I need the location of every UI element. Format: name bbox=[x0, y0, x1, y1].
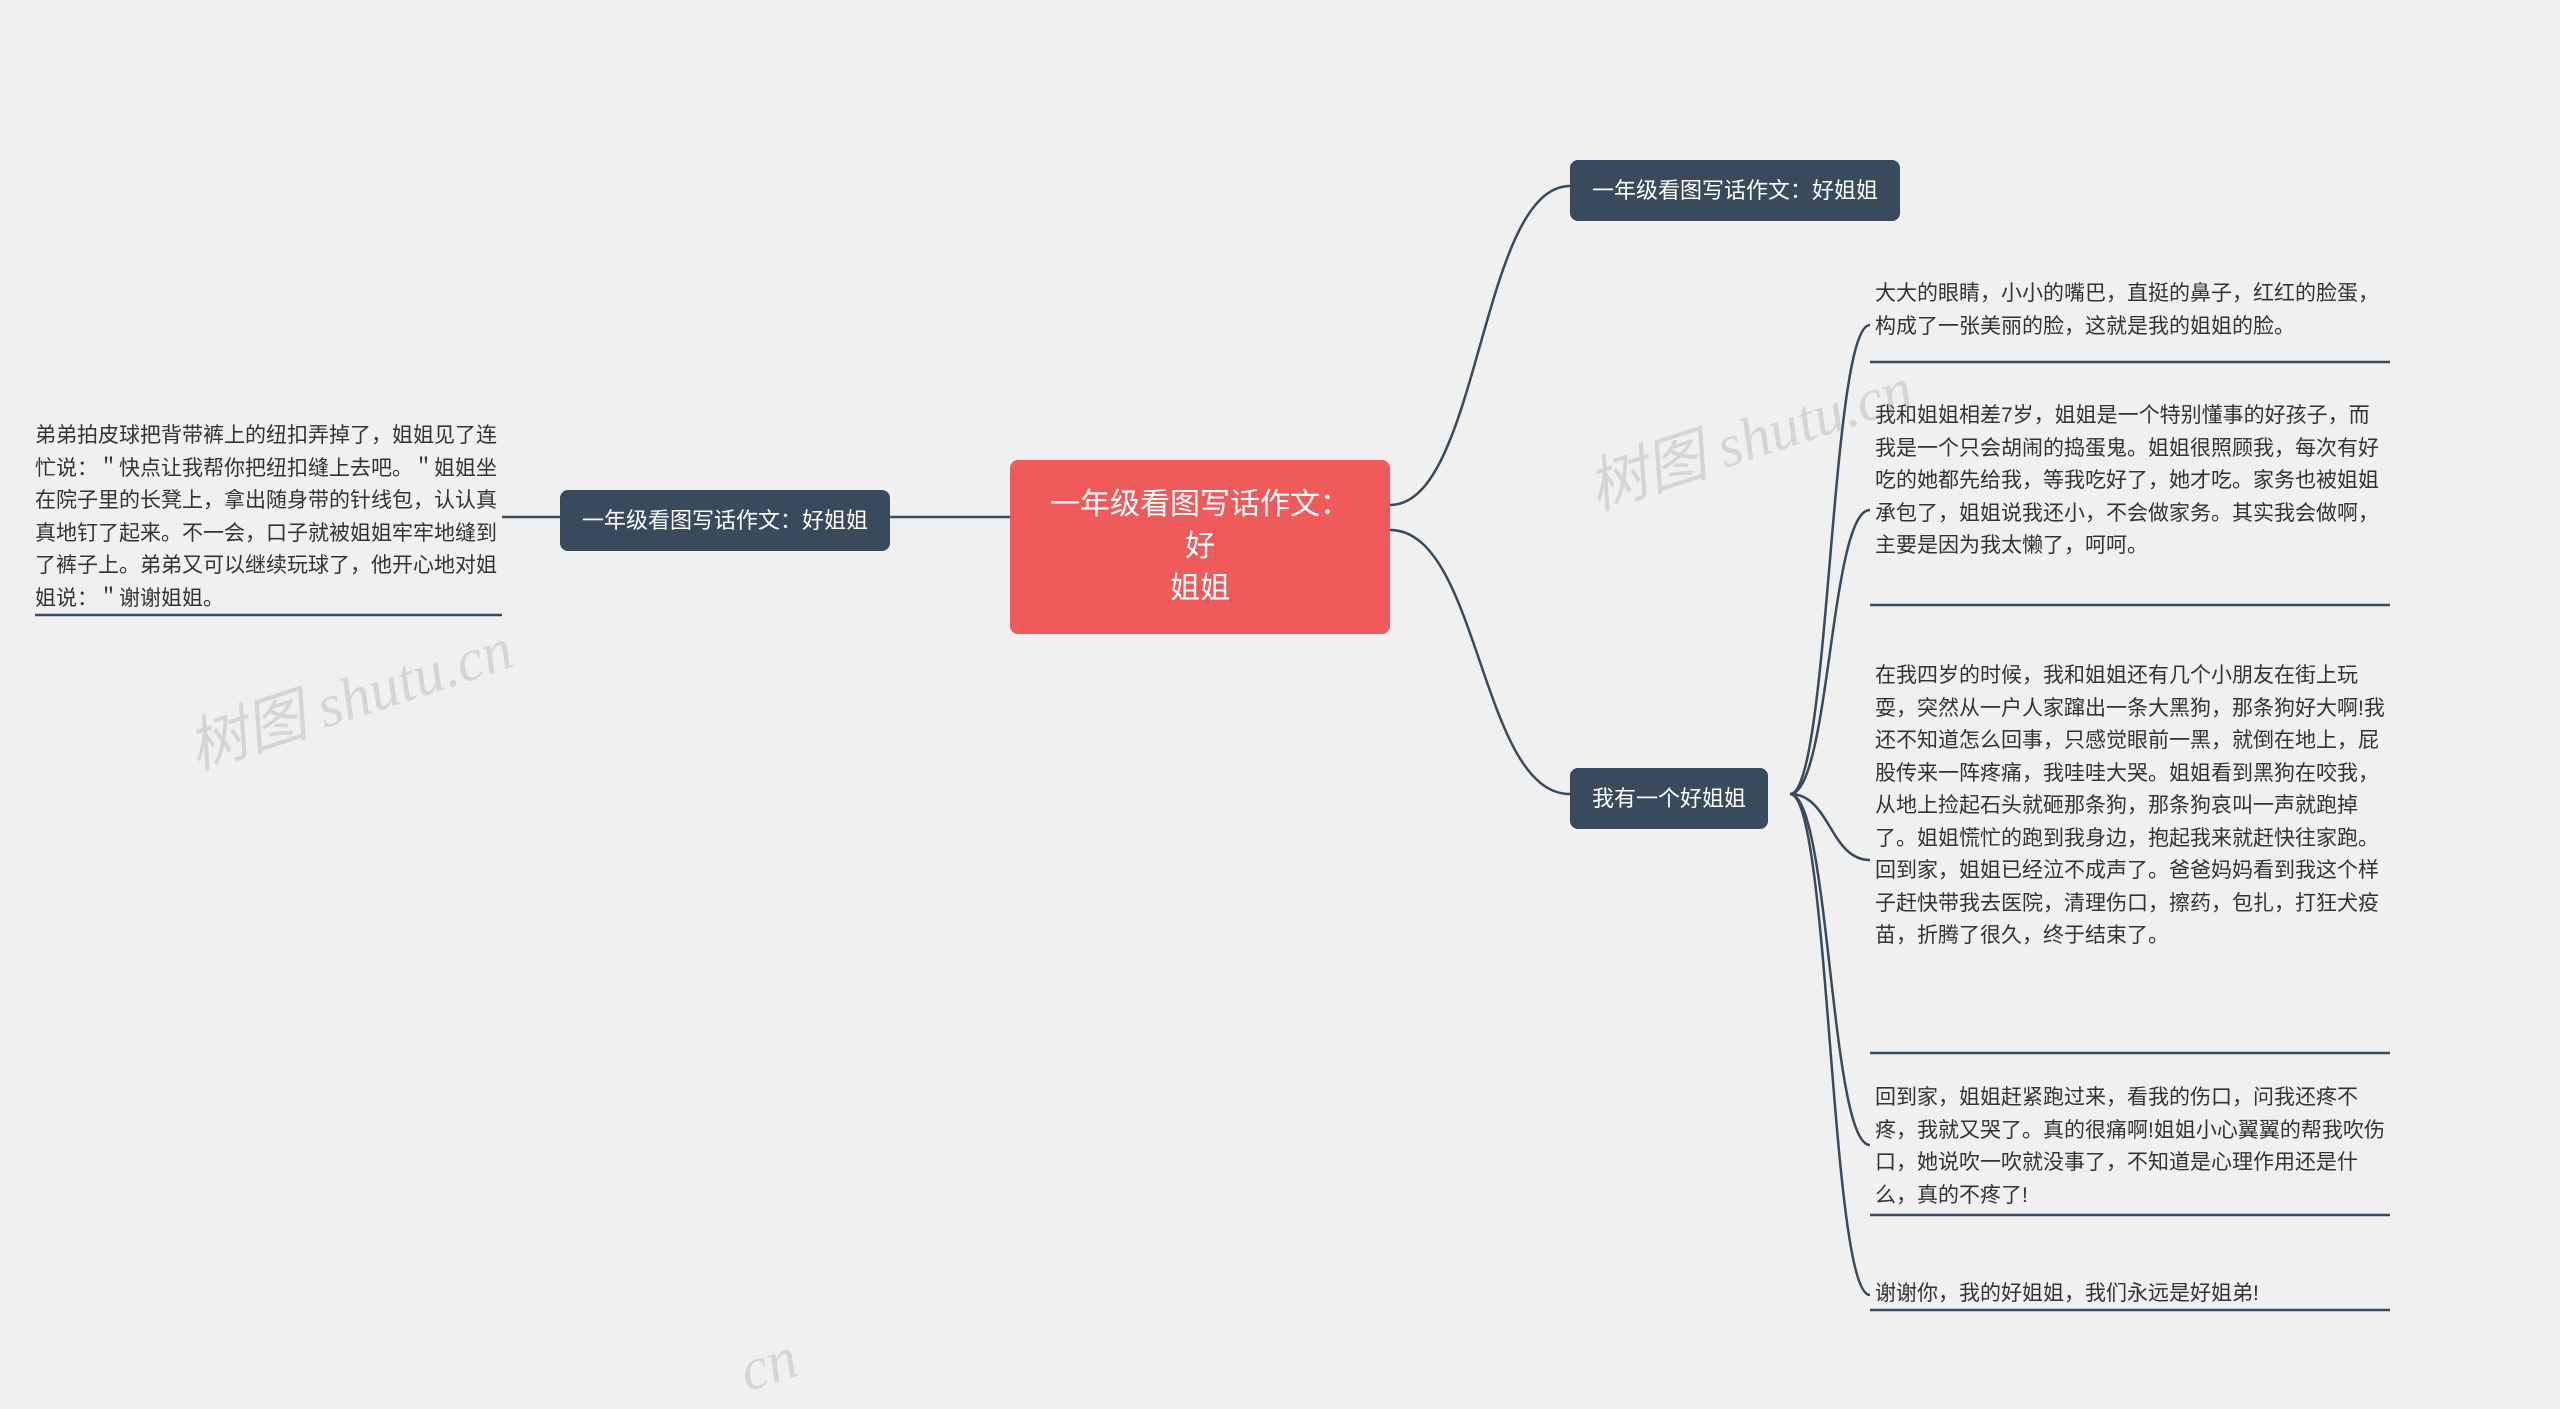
left-branch-node[interactable]: 一年级看图写话作文：好姐姐 bbox=[560, 490, 890, 551]
right-leaf-2-text: 在我四岁的时候，我和姐姐还有几个小朋友在街上玩耍，突然从一户人家蹿出一条大黑狗，… bbox=[1875, 664, 2385, 947]
right-leaf-4: 谢谢你，我的好姐姐，我们永远是好姐弟! bbox=[1875, 1278, 2390, 1311]
left-leaf-text: 弟弟拍皮球把背带裤上的纽扣弄掉了，姐姐见了连忙说：＂快点让我帮你把纽扣缝上去吧。… bbox=[35, 424, 497, 610]
right-branch-2[interactable]: 我有一个好姐姐 bbox=[1570, 768, 1768, 829]
right-branch-2-label: 我有一个好姐姐 bbox=[1592, 786, 1746, 811]
right-leaf-2: 在我四岁的时候，我和姐姐还有几个小朋友在街上玩耍，突然从一户人家蹿出一条大黑狗，… bbox=[1875, 660, 2390, 953]
right-leaf-3-text: 回到家，姐姐赶紧跑过来，看我的伤口，问我还疼不疼，我就又哭了。真的很痛啊!姐姐小… bbox=[1875, 1086, 2385, 1207]
right-branch-1[interactable]: 一年级看图写话作文：好姐姐 bbox=[1570, 160, 1900, 221]
left-leaf: 弟弟拍皮球把背带裤上的纽扣弄掉了，姐姐见了连忙说：＂快点让我帮你把纽扣缝上去吧。… bbox=[35, 420, 505, 615]
watermark-2: 树图 shutu.cn bbox=[1575, 340, 1922, 527]
right-leaf-1-text: 我和姐姐相差7岁，姐姐是一个特别懂事的好孩子，而我是一个只会胡闹的捣蛋鬼。姐姐很… bbox=[1875, 404, 2379, 557]
left-branch-label: 一年级看图写话作文：好姐姐 bbox=[582, 508, 868, 533]
root-text-1: 一年级看图写话作文：好 bbox=[1050, 488, 1350, 563]
right-branch-1-label: 一年级看图写话作文：好姐姐 bbox=[1592, 178, 1878, 203]
watermark-3: cn bbox=[731, 1323, 806, 1406]
right-leaf-4-text: 谢谢你，我的好姐姐，我们永远是好姐弟! bbox=[1875, 1282, 2259, 1305]
right-leaf-3: 回到家，姐姐赶紧跑过来，看我的伤口，问我还疼不疼，我就又哭了。真的很痛啊!姐姐小… bbox=[1875, 1082, 2390, 1212]
right-leaf-0: 大大的眼睛，小小的嘴巴，直挺的鼻子，红红的脸蛋，构成了一张美丽的脸，这就是我的姐… bbox=[1875, 278, 2390, 343]
watermark-1: 树图 shutu.cn bbox=[175, 600, 522, 787]
root-text-2: 姐姐 bbox=[1170, 572, 1230, 605]
right-leaf-1: 我和姐姐相差7岁，姐姐是一个特别懂事的好孩子，而我是一个只会胡闹的捣蛋鬼。姐姐很… bbox=[1875, 400, 2390, 563]
root-node[interactable]: 一年级看图写话作文：好 姐姐 bbox=[1010, 460, 1390, 634]
right-leaf-0-text: 大大的眼睛，小小的嘴巴，直挺的鼻子，红红的脸蛋，构成了一张美丽的脸，这就是我的姐… bbox=[1875, 282, 2379, 338]
